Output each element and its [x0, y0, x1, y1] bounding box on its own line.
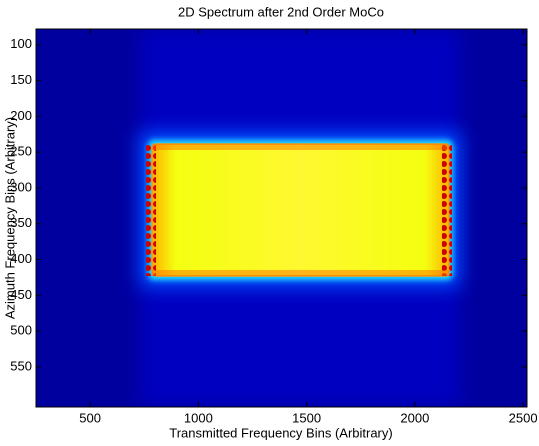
y-tick-label: 450 [10, 287, 32, 302]
y-tick-label: 300 [10, 179, 32, 194]
x-tick-label: 1000 [184, 410, 213, 425]
y-tick-label: 400 [10, 251, 32, 266]
x-tick-label: 1500 [292, 410, 321, 425]
y-axis-label: Azimuth Frequency Bins (Arbitrary) [2, 117, 17, 319]
x-axis-label: Transmitted Frequency Bins (Arbitrary) [169, 425, 392, 440]
axes-box [35, 28, 528, 408]
chart-title: 2D Spectrum after 2nd Order MoCo [178, 4, 384, 19]
y-tick-label: 500 [10, 323, 32, 338]
y-tick-label: 200 [10, 108, 32, 123]
y-tick-label: 350 [10, 215, 32, 230]
x-tick-label: 2500 [509, 410, 538, 425]
y-tick-label: 550 [10, 358, 32, 373]
y-tick-label: 100 [10, 36, 32, 51]
y-tick-label: 150 [10, 72, 32, 87]
x-tick-label: 500 [79, 410, 101, 425]
x-tick-label: 2000 [400, 410, 429, 425]
y-tick-label: 250 [10, 144, 32, 159]
heatmap-image [36, 29, 527, 407]
